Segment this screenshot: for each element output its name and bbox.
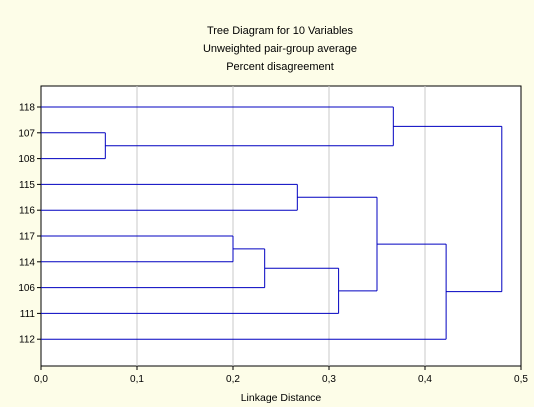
leaf-label: 107 [18, 128, 35, 139]
x-axis-title: Linkage Distance [241, 392, 322, 404]
title-line-3: Percent disagreement [226, 61, 334, 73]
leaf-labels: 118 107 108 115 116 117 114 106 111 112 [18, 103, 41, 346]
dendrogram-tree [41, 106, 503, 340]
title-line-1: Tree Diagram for 10 Variables [207, 25, 354, 37]
leaf-label: 118 [19, 103, 35, 114]
grid-lines [136, 86, 426, 366]
x-tick-label: 0,0 [34, 374, 48, 385]
x-tick-label: 0,4 [418, 374, 432, 385]
leaf-label: 116 [19, 206, 35, 217]
x-tick-label: 0,5 [514, 374, 528, 385]
leaf-label: 117 [19, 232, 35, 243]
leaf-label: 108 [18, 154, 35, 165]
x-tick-label: 0,2 [226, 374, 240, 385]
leaf-label: 114 [19, 257, 35, 268]
leaf-label: 112 [19, 335, 35, 346]
x-tick-label: 0,3 [322, 374, 336, 385]
leaf-label: 106 [18, 283, 35, 294]
title-line-2: Unweighted pair-group average [203, 43, 357, 55]
x-axis-ticks: 0,0 0,1 0,2 0,3 0,4 0,5 [34, 366, 528, 385]
leaf-label: 111 [20, 309, 36, 320]
leaf-label: 115 [19, 180, 35, 191]
plot-area [40, 85, 522, 367]
x-tick-label: 0,1 [130, 374, 144, 385]
chart-title: Tree Diagram for 10 Variables Unweighted… [203, 25, 357, 73]
